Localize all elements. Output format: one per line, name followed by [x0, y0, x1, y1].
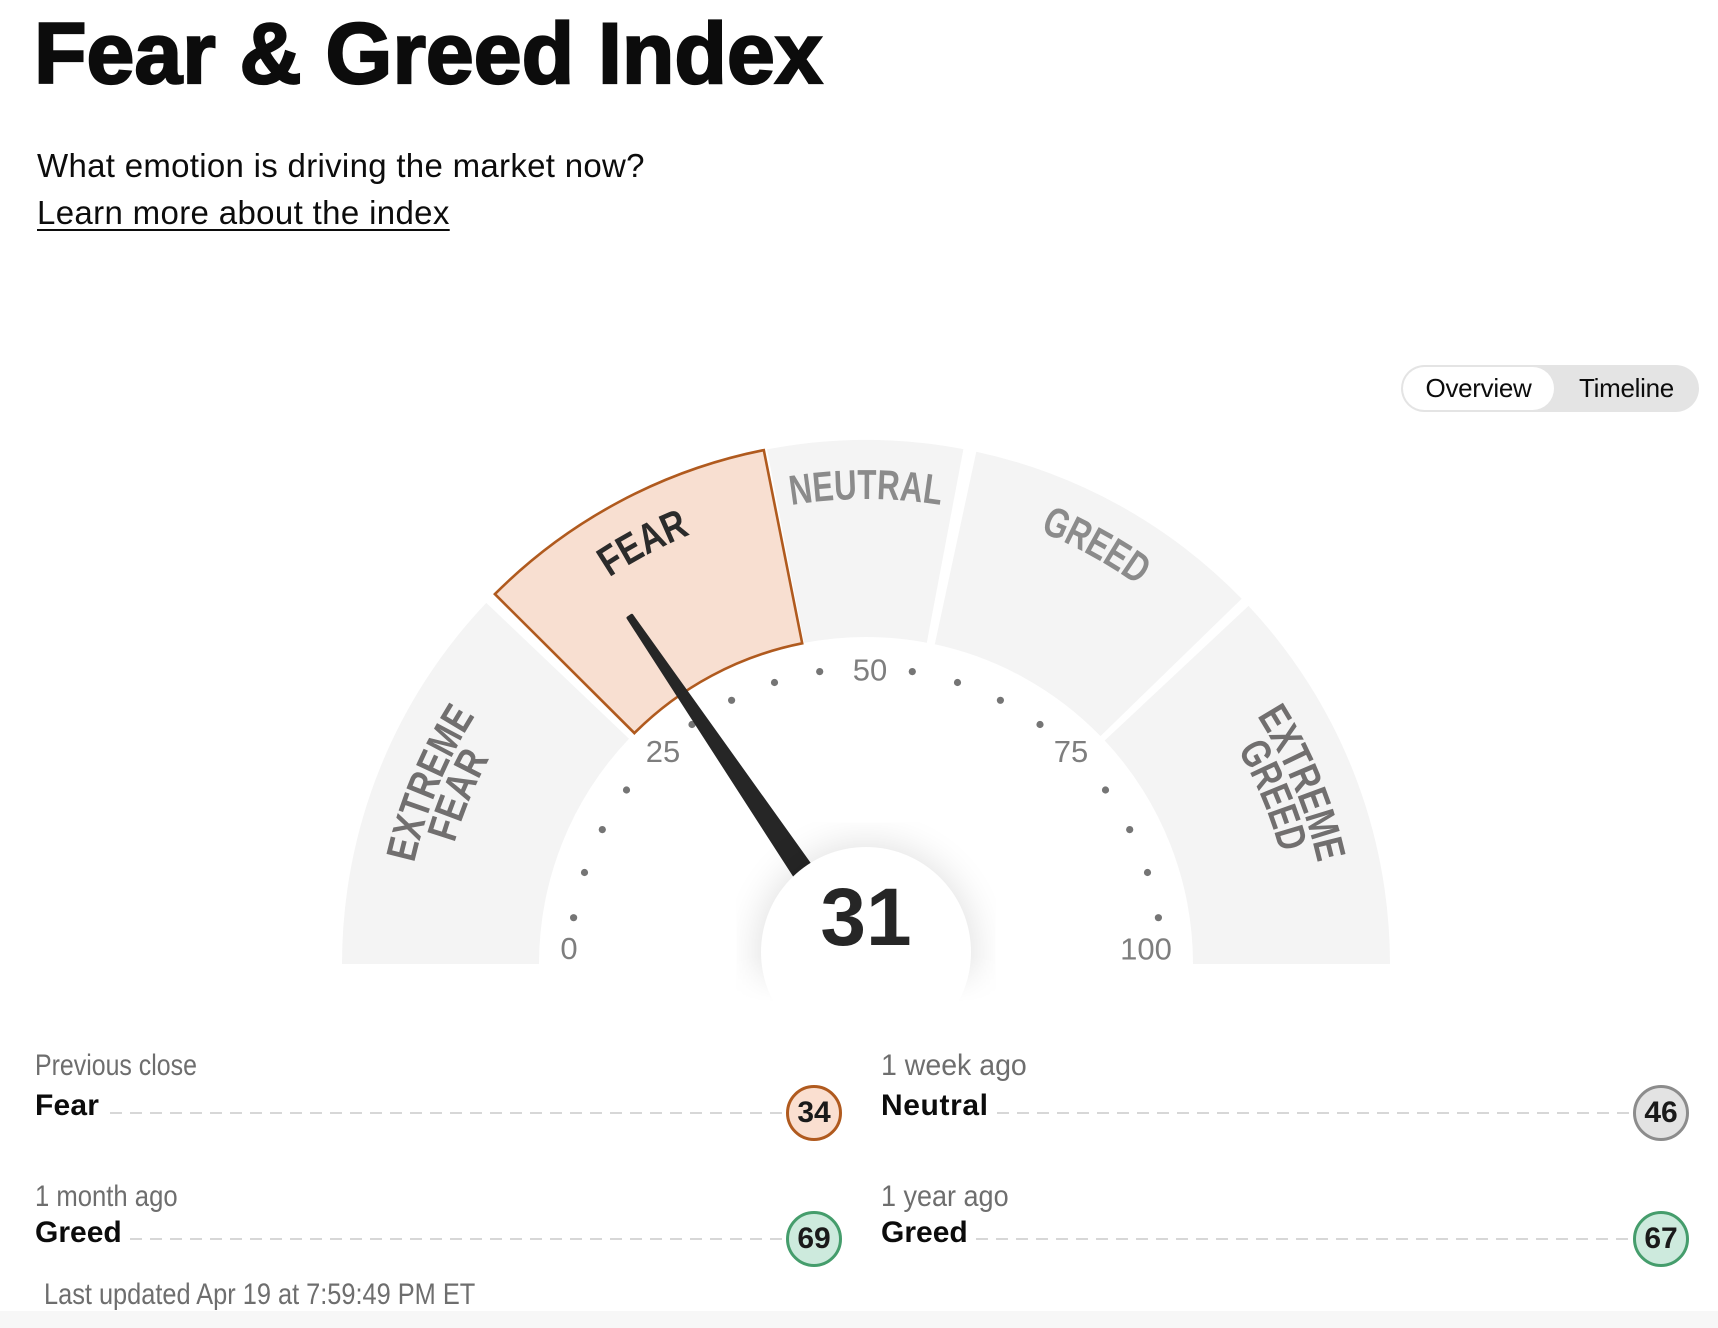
svg-text:100: 100	[1120, 932, 1172, 967]
svg-text:75: 75	[1054, 734, 1088, 769]
svg-text:NEUTRAL: NEUTRAL	[786, 461, 946, 514]
svg-text:50: 50	[853, 653, 887, 688]
svg-text:0: 0	[560, 931, 577, 966]
svg-text:31: 31	[820, 872, 911, 963]
svg-text:25: 25	[646, 734, 680, 769]
